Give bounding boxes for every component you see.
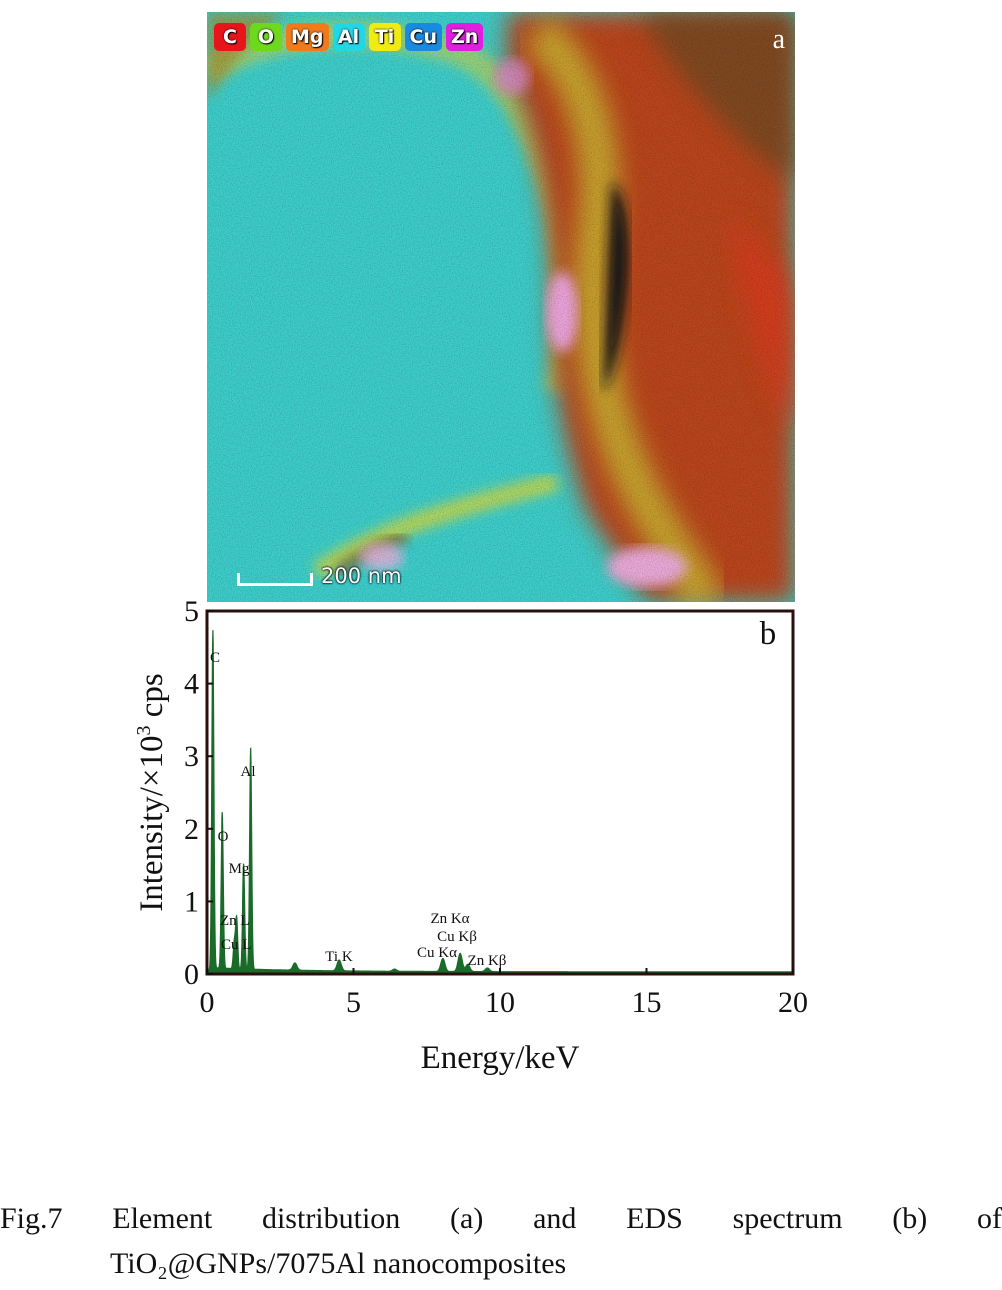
scale-bar-label: 200 nm xyxy=(321,564,402,588)
element-color-legend: C O Mg Al Ti Cu Zn xyxy=(214,23,484,51)
y-tick-label: 3 xyxy=(184,740,199,773)
x-tick-label: 5 xyxy=(346,986,361,1019)
legend-chip-cu: Cu xyxy=(404,23,442,51)
peak-label: Mg xyxy=(229,861,250,877)
y-tick-label: 1 xyxy=(184,885,199,918)
spectrum-curve xyxy=(205,630,794,975)
peak-label: Al xyxy=(241,764,256,780)
y-tick-label: 4 xyxy=(184,668,199,701)
element-map-image xyxy=(207,12,795,602)
caption-word: of xyxy=(976,1202,1002,1235)
legend-chip-mg: Mg xyxy=(286,23,329,51)
peak-label: Zn L xyxy=(220,913,250,929)
x-axis-title: Energy/keV xyxy=(421,1040,580,1076)
legend-chip-ti: Ti xyxy=(368,23,401,51)
panel-label-b: b xyxy=(760,616,777,652)
legend-chip-c: C xyxy=(214,23,246,51)
plot-frame xyxy=(205,609,795,976)
x-tick-label: 0 xyxy=(200,986,215,1019)
caption-word: (b) xyxy=(892,1202,928,1235)
peak-label: Zn Kα xyxy=(430,911,469,927)
x-tick-label: 20 xyxy=(778,986,808,1019)
element-distribution-map: C O Mg Al Ti Cu Zn a 200 nm xyxy=(207,12,795,602)
caption-word: and xyxy=(533,1202,577,1235)
peak-label: Zn Kβ xyxy=(468,953,507,969)
x-tick-label: 10 xyxy=(485,986,515,1019)
figure-caption: Fig.7 Element distribution (a) and EDS spectru… xyxy=(0,1196,1002,1286)
scale-bar-line xyxy=(237,573,313,586)
peak-label: Ti K xyxy=(325,949,353,965)
caption-word: Element xyxy=(112,1202,213,1235)
y-axis-title-suffix: cps xyxy=(134,673,170,725)
peak-label: Cu L xyxy=(221,937,251,953)
peak-label: O xyxy=(218,829,229,845)
panel-label-a: a xyxy=(772,24,785,55)
caption-word: EDS xyxy=(626,1202,683,1235)
legend-chip-al: Al xyxy=(332,23,365,51)
caption-line-2: TiO₂@GNPs/7075Al nanocomposites xyxy=(110,1247,567,1280)
y-axis-title-prefix: Intensity/×10 xyxy=(134,735,170,911)
y-tick-label: 0 xyxy=(184,958,199,991)
x-tick-label: 15 xyxy=(632,986,662,1019)
caption-line-1: Fig.7 Element distribution (a) and EDS spectru… xyxy=(0,1196,1002,1241)
eds-spectrum-chart: 0 5 10 15 20 0 1 2 3 4 5 C O Zn L Cu L Mg Al Ti K Cu Kα Zn … xyxy=(133,600,808,1076)
caption-word: Fig.7 xyxy=(0,1202,63,1235)
caption-word: (a) xyxy=(450,1202,484,1235)
y-tick-label: 5 xyxy=(184,600,199,628)
legend-chip-zn: Zn xyxy=(446,23,484,51)
y-axis-title: Intensity/×103 cps xyxy=(133,673,170,912)
y-axis-title-exponent: 3 xyxy=(133,725,155,735)
y-tick-label: 2 xyxy=(184,813,199,846)
peak-label: Cu Kα xyxy=(417,945,457,961)
caption-word: spectrum xyxy=(732,1202,843,1235)
peak-label: C xyxy=(210,650,220,666)
legend-chip-o: O xyxy=(250,23,282,51)
peak-label: Cu Kβ xyxy=(437,929,477,945)
caption-word: distribution xyxy=(261,1202,401,1235)
scale-bar: 200 nm xyxy=(237,564,402,588)
